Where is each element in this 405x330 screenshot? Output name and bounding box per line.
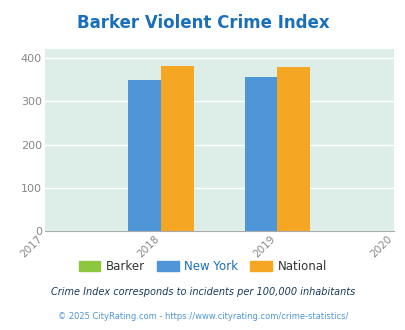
- Text: Crime Index corresponds to incidents per 100,000 inhabitants: Crime Index corresponds to incidents per…: [51, 287, 354, 297]
- Text: Barker Violent Crime Index: Barker Violent Crime Index: [77, 14, 328, 32]
- Bar: [277, 67, 309, 231]
- Bar: [128, 80, 161, 231]
- Legend: Barker, New York, National: Barker, New York, National: [74, 255, 331, 278]
- Bar: [244, 77, 277, 231]
- Bar: [161, 66, 193, 231]
- Text: © 2025 CityRating.com - https://www.cityrating.com/crime-statistics/: © 2025 CityRating.com - https://www.city…: [58, 312, 347, 321]
